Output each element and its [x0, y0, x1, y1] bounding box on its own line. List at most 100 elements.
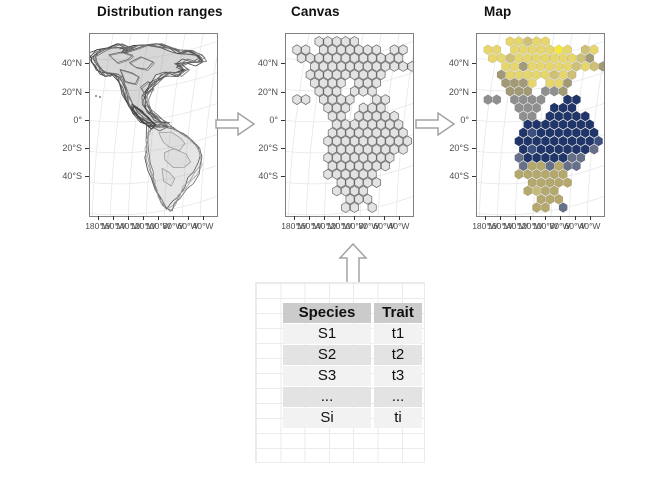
x-tick-label: 140°W — [502, 221, 528, 231]
hexagon-cell — [541, 185, 550, 197]
x-tick-mark — [98, 216, 99, 220]
hexagon-cell — [527, 127, 537, 139]
island-dot — [95, 95, 97, 97]
hexagon-cell — [358, 152, 368, 164]
hexagon-cell — [541, 69, 550, 80]
x-tick-label: 40°W — [579, 221, 601, 231]
hexagon-cell — [327, 77, 337, 89]
hexagon-cell — [314, 85, 324, 97]
distribution-ranges-svg — [90, 34, 217, 216]
hexagon-cell — [505, 52, 515, 64]
hexagon-cell — [376, 52, 386, 64]
y-tick-label: 40°S — [258, 171, 278, 181]
hexagon-cell — [385, 119, 395, 130]
hexagon-cell — [589, 144, 599, 155]
x-tick-label: 60°W — [373, 221, 395, 231]
hexagon-cell — [314, 52, 324, 64]
hexagon-cell — [332, 185, 342, 197]
panel-title-map: Map — [484, 4, 512, 19]
hexagon-cell — [576, 152, 586, 163]
table-cell: ... — [283, 387, 371, 407]
x-tick-label: 160°W — [296, 221, 322, 231]
table-cell: ti — [374, 408, 422, 428]
hexagon-cell — [514, 152, 524, 163]
hexagon-cell — [372, 177, 382, 189]
hexagon-cell — [363, 193, 373, 205]
hexagon-cell — [536, 94, 546, 105]
x-tick-mark — [324, 216, 325, 220]
hexagon-cell — [323, 152, 333, 164]
table-row: S3 t3 — [283, 366, 422, 386]
hexagon-cell — [367, 69, 377, 81]
hexagon-cell — [541, 152, 550, 163]
table-cell: t3 — [374, 366, 422, 386]
y-tick-mark — [85, 92, 89, 93]
hexagon-cell — [545, 144, 555, 155]
hexagon-cell — [558, 86, 568, 97]
panel-title-distribution-ranges: Distribution ranges — [97, 4, 223, 19]
hexagon-cell — [372, 94, 382, 106]
hexagon-cell — [394, 135, 404, 147]
hexagon-cell — [545, 44, 555, 56]
table-row: S2 t2 — [283, 345, 422, 365]
hexagon-cell — [323, 36, 333, 47]
table-header-row: Species Trait — [283, 303, 422, 323]
y-tick-label: 40°S — [449, 171, 469, 181]
hexagon-cell — [363, 44, 373, 56]
hexagon-cell — [554, 44, 564, 56]
hexagon-cell — [372, 44, 382, 56]
hexagon-cell — [558, 52, 568, 64]
hexagon-cell — [545, 177, 555, 188]
y-tick-label: 40°N — [61, 58, 82, 68]
hexagon-cell — [527, 110, 537, 122]
hexagon-cell — [514, 52, 524, 64]
x-tick-mark — [203, 216, 204, 220]
hexagon-cell — [545, 110, 555, 122]
hexagon-cell — [554, 144, 564, 155]
x-tick-mark — [399, 216, 400, 220]
panel-distribution-ranges — [89, 33, 218, 217]
hexagon-cell — [545, 193, 555, 205]
range-polygon — [131, 105, 157, 130]
y-tick-label: 40°N — [448, 58, 469, 68]
x-tick-mark — [294, 216, 295, 220]
hexagon-cell — [354, 60, 364, 72]
hexagon-cell — [510, 44, 519, 56]
x-tick-mark — [369, 216, 370, 220]
hexagon-cell — [349, 202, 359, 213]
hexagon-cell — [332, 152, 342, 164]
range-polygon — [144, 121, 203, 209]
hexagon-cell — [488, 52, 497, 64]
y-tick-label: 0° — [460, 115, 469, 125]
hexagon-cell — [363, 110, 373, 122]
hexagon-cell — [385, 152, 395, 164]
hexagon-cell — [332, 119, 342, 130]
hexagon-cell — [336, 127, 346, 139]
hexagon-cell — [358, 52, 368, 64]
y-tick-label: 0° — [73, 115, 82, 125]
hexagon-cell — [323, 52, 333, 64]
hexagon-cell — [389, 60, 399, 72]
hexagon-cell — [536, 177, 546, 188]
canvas-svg — [286, 34, 413, 216]
hexagon-cell — [501, 77, 510, 89]
table-cell: Si — [283, 408, 371, 428]
hexagon-cell — [589, 44, 599, 56]
table-cell: t2 — [374, 345, 422, 365]
hexagon-cell — [523, 86, 533, 97]
hexagon-cell — [301, 94, 311, 106]
hexagon-cell — [363, 77, 373, 89]
hexagon-cell — [580, 110, 590, 122]
hexagon-cell — [372, 110, 382, 122]
x-tick-label: 160°W — [100, 221, 126, 231]
hexagon-cell — [292, 44, 302, 56]
x-tick-label: 180°W — [281, 221, 307, 231]
hexagon-cell — [367, 152, 377, 164]
x-tick-label: 140°W — [311, 221, 337, 231]
x-tick-mark — [515, 216, 516, 220]
hexagon-cell — [541, 86, 550, 97]
range-polygons — [90, 43, 208, 212]
hexagon-cell — [536, 160, 546, 172]
y-tick-mark — [472, 120, 476, 121]
hexagon-cell — [518, 61, 528, 72]
